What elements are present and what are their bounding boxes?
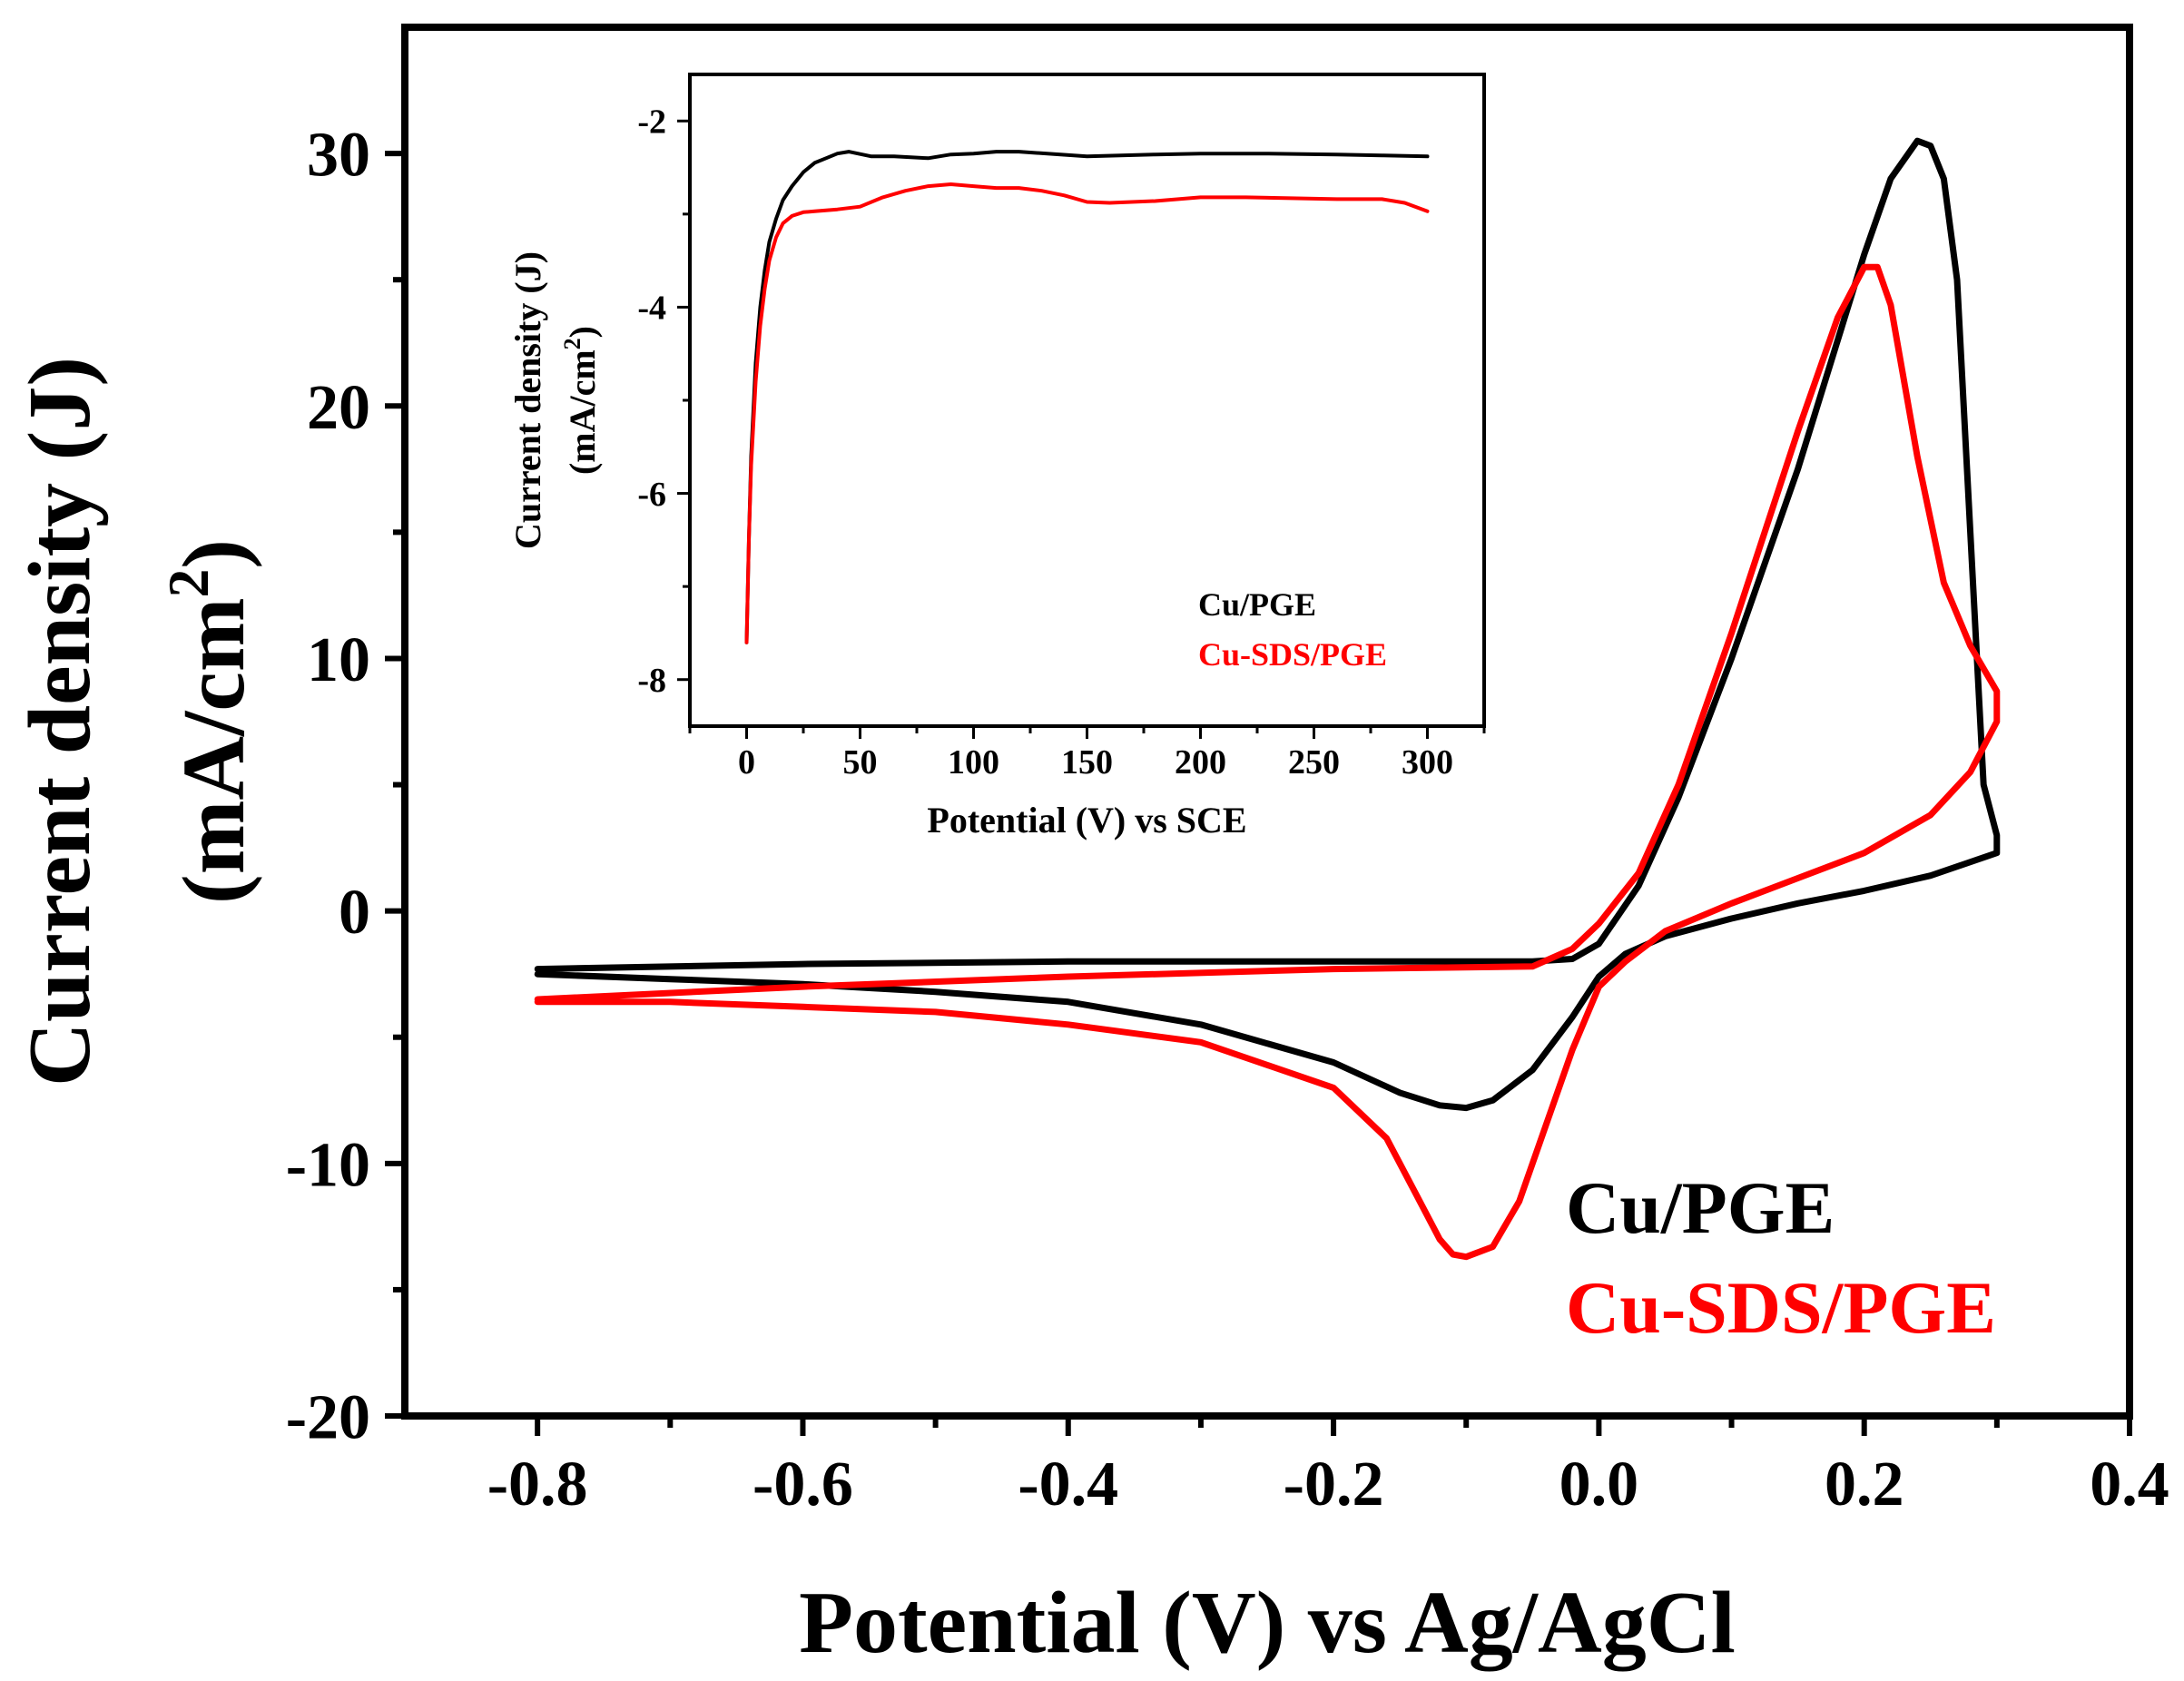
x-tick-label: 150 bbox=[1061, 743, 1113, 782]
x-tick-label: -0.6 bbox=[753, 1450, 853, 1519]
y-axis-title-line1-group: Current density (J) bbox=[11, 357, 109, 1086]
x-tick-label: 0.4 bbox=[2090, 1450, 2169, 1519]
y-axis-unit-superscript: 2 bbox=[156, 569, 221, 598]
y-axis-unit-group: (mA/cm2) bbox=[156, 539, 263, 904]
y-axis-unit: (mA/cm2) bbox=[156, 539, 263, 904]
x-axis-title: Potential (V) vs SCE bbox=[927, 800, 1246, 840]
y-axis-title: Current density (J) bbox=[507, 251, 548, 549]
y-tick-label: 20 bbox=[307, 373, 370, 443]
x-tick-label: 100 bbox=[948, 743, 999, 782]
series-line-cu-pge bbox=[534, 137, 2001, 1112]
y-tick-label: -6 bbox=[637, 476, 666, 514]
y-tick-label: 10 bbox=[307, 625, 370, 695]
y-axis-title-line1-group: Current density (J) bbox=[507, 251, 548, 549]
legend-label-cu-pge: Cu/PGE bbox=[1566, 1166, 1835, 1249]
y-axis-unit-close: ) bbox=[165, 539, 263, 569]
x-tick-label: 0.0 bbox=[1559, 1450, 1639, 1519]
series-line-cu-pge bbox=[744, 150, 1430, 644]
y-axis-unit-group: (mA/cm2) bbox=[559, 326, 603, 475]
inset-chart: 0 50 100 150 200 250 300 -8 -6 -4 -2 Potential (V) … bbox=[507, 73, 1486, 840]
x-axis-title: Potential (V) vs Ag/AgCl bbox=[799, 1574, 1736, 1672]
y-axis-unit-text: (mA/cm bbox=[165, 598, 263, 904]
y-tick-label: -2 bbox=[637, 103, 666, 142]
x-tick-label: 50 bbox=[843, 743, 878, 782]
y-axis-title: Current density (J) bbox=[11, 357, 109, 1086]
y-tick-label: 0 bbox=[339, 878, 370, 948]
legend-label-cu-sds-pge: Cu-SDS/PGE bbox=[1566, 1266, 1996, 1349]
y-tick-label: 30 bbox=[307, 121, 370, 191]
x-tick-label: 250 bbox=[1288, 743, 1340, 782]
plot-frame bbox=[401, 24, 2133, 1420]
y-tick-label: -10 bbox=[286, 1130, 370, 1200]
x-tick-label: 300 bbox=[1402, 743, 1453, 782]
x-tick-label: -0.2 bbox=[1284, 1450, 1384, 1519]
y-axis-unit-text: (mA/cm bbox=[562, 349, 603, 475]
y-tick-label: -4 bbox=[637, 290, 666, 328]
x-tick-label: 0.2 bbox=[1825, 1450, 1904, 1519]
series-line-cu-sds-pge bbox=[744, 182, 1430, 644]
legend-label-cu-pge: Cu/PGE bbox=[1198, 586, 1316, 623]
main-chart: -0.8 -0.6 -0.4 -0.2 0.0 0.2 0.4-20-100102030Po… bbox=[11, 24, 2169, 1672]
y-tick-label: -20 bbox=[286, 1383, 370, 1453]
y-tick-label: -8 bbox=[637, 662, 666, 700]
series-line-cu-sds-pge bbox=[534, 263, 2001, 1261]
y-axis-unit-superscript: 2 bbox=[559, 338, 585, 349]
x-tick-label: -0.4 bbox=[1018, 1450, 1118, 1519]
x-tick-label: 200 bbox=[1175, 743, 1226, 782]
y-axis-unit: (mA/cm2) bbox=[559, 326, 603, 475]
x-tick-label: 0 bbox=[738, 743, 755, 782]
x-tick-label: -0.8 bbox=[487, 1450, 588, 1519]
legend-label-cu-sds-pge: Cu-SDS/PGE bbox=[1198, 636, 1387, 673]
y-axis-unit-close: ) bbox=[562, 326, 603, 338]
